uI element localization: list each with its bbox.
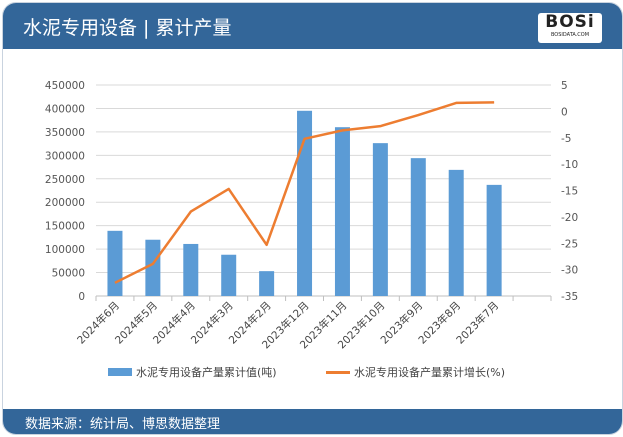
y-right-tick-label: -5: [561, 133, 571, 145]
y-right-tick-label: -10: [561, 159, 578, 171]
bar: [145, 240, 160, 296]
y-right-tick-label: -30: [561, 265, 578, 277]
footer-bar: 数据来源：统计局、博思数据整理: [3, 409, 622, 434]
bar: [183, 244, 198, 296]
y-right-tick-label: 5: [561, 80, 568, 92]
legend-swatch-bar: [108, 368, 132, 376]
y-left-tick-label: 400000: [45, 103, 85, 115]
y-right-tick-label: -35: [561, 291, 578, 303]
y-left-tick-label: 250000: [45, 174, 85, 186]
bar: [335, 127, 350, 296]
y-left-tick-label: 100000: [45, 244, 85, 256]
y-left-tick-label: 300000: [45, 150, 85, 162]
y-right-tick-label: -15: [561, 186, 578, 198]
bar: [373, 143, 388, 296]
y-left-tick-label: 0: [78, 291, 85, 303]
y-left-tick-label: 50000: [52, 268, 85, 280]
y-left-tick-label: 150000: [45, 221, 85, 233]
legend-item-bar: 水泥专用设备产量累计值(吨): [108, 364, 277, 380]
bar: [221, 255, 236, 296]
y-right-tick-label: -25: [561, 238, 578, 250]
y-right-tick-label: -20: [561, 212, 578, 224]
bar: [449, 170, 464, 296]
legend-label-bar: 水泥专用设备产量累计值(吨): [136, 364, 277, 380]
y-left-tick-label: 450000: [45, 80, 85, 92]
bar: [259, 271, 274, 296]
legend-label-line: 水泥专用设备产量累计增长(%): [354, 364, 505, 380]
bar: [411, 158, 426, 296]
bar: [487, 185, 502, 296]
y-left-tick-label: 350000: [45, 127, 85, 139]
chart: 0 50000 100000 150000 200000 250000 300000 3500…: [3, 3, 622, 363]
data-source: 数据来源：统计局、博思数据整理: [25, 413, 220, 432]
y-left-tick-label: 200000: [45, 197, 85, 209]
legend-item-line: 水泥专用设备产量累计增长(%): [326, 364, 505, 380]
y-right-tick-label: 0: [561, 106, 568, 118]
bar: [107, 231, 122, 296]
legend-swatch-line: [326, 371, 350, 374]
